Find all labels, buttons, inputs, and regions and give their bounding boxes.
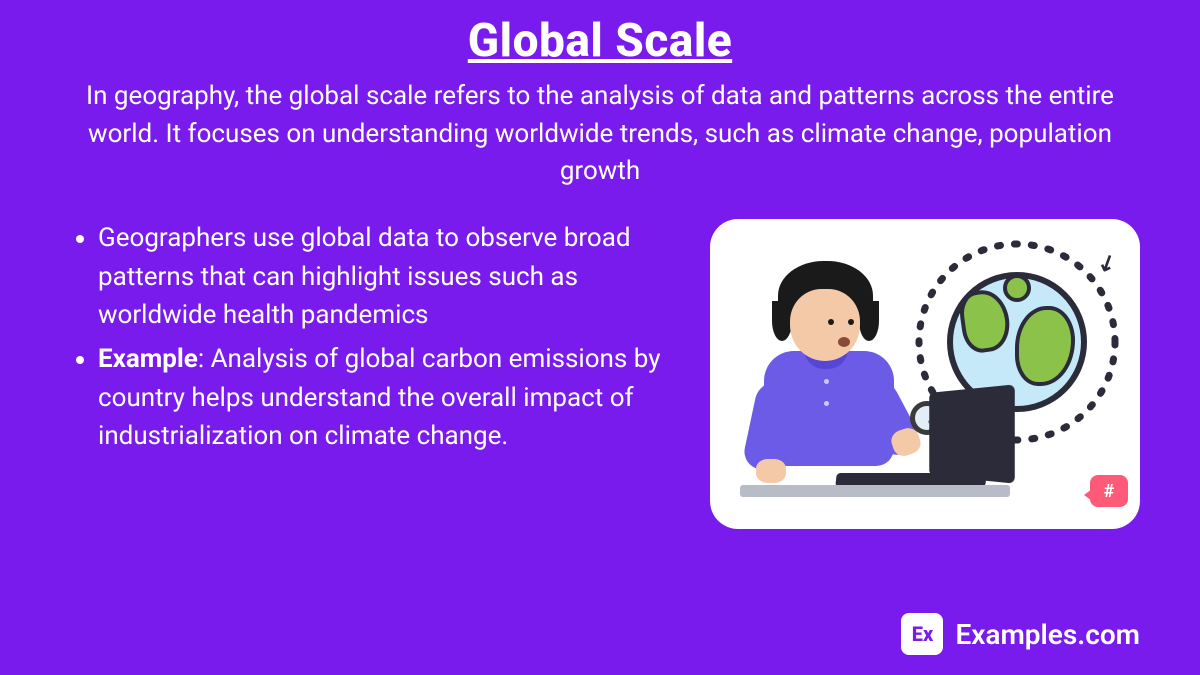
logo-badge: Ex xyxy=(901,613,943,655)
illustration-card: ↙ ↙ # xyxy=(710,219,1140,529)
face-shape xyxy=(790,289,860,361)
desk-shape xyxy=(740,485,1010,497)
mouth-shape xyxy=(838,337,850,347)
page-title: Global Scale xyxy=(0,0,1200,68)
laptop-screen-shape xyxy=(929,384,1015,483)
hand-shape xyxy=(756,459,786,483)
content-row: Geographers use global data to observe b… xyxy=(0,191,1200,529)
list-item: Geographers use global data to observe b… xyxy=(98,219,684,334)
eye-shape xyxy=(828,319,834,325)
bullet-text: Geographers use global data to observe b… xyxy=(98,223,631,330)
land-shape xyxy=(1003,274,1031,302)
description-paragraph: In geography, the global scale refers to… xyxy=(0,68,1200,191)
land-shape xyxy=(1015,306,1075,386)
eye-shape xyxy=(848,319,854,325)
bullet-label: Example xyxy=(98,344,198,374)
hashtag-bubble-icon: # xyxy=(1090,475,1128,507)
logo-text: Examples.com xyxy=(955,618,1140,651)
list-item: Example: Analysis of global carbon emiss… xyxy=(98,340,684,455)
bullet-list: Geographers use global data to observe b… xyxy=(70,219,684,462)
person-illustration xyxy=(740,251,940,511)
land-shape xyxy=(957,287,1013,355)
brand-logo: Ex Examples.com xyxy=(901,613,1140,655)
